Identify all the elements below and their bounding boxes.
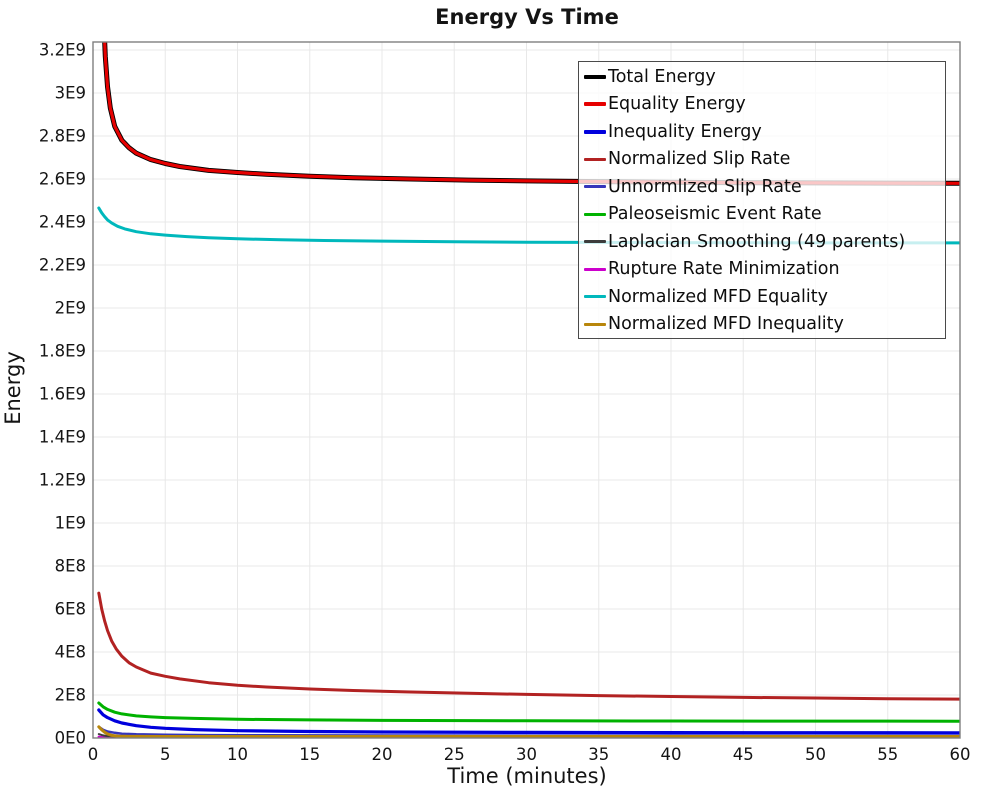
- legend-item-label: Total Energy: [608, 66, 716, 87]
- legend-swatch: [584, 185, 606, 189]
- legend-item-normalized-mfd-equality: Normalized MFD Equality: [584, 283, 945, 311]
- legend-swatch: [584, 322, 606, 326]
- legend-swatch: [584, 74, 606, 79]
- chart-title: Energy Vs Time: [435, 5, 619, 29]
- x-tick-label: 15: [299, 745, 320, 764]
- x-tick-label: 20: [372, 745, 393, 764]
- legend-swatch: [584, 212, 606, 216]
- y-tick-label: 1.6E9: [39, 385, 86, 404]
- series-line-paleoseismic-event-rate: [97, 701, 960, 723]
- legend-swatch: [584, 267, 606, 271]
- legend-item-label: Normalized Slip Rate: [608, 149, 791, 170]
- y-tick-label: 1E9: [55, 514, 86, 533]
- legend-item-unnormlized-slip-rate: Unnormlized Slip Rate: [584, 173, 945, 201]
- y-tick-label: 6E8: [55, 600, 86, 619]
- y-tick-label: 2E9: [55, 299, 86, 318]
- plot-border: [92, 41, 961, 739]
- x-tick-label: 55: [877, 745, 898, 764]
- y-tick-label: 1.8E9: [39, 342, 86, 361]
- legend-swatch: [584, 295, 606, 299]
- x-tick-label: 45: [733, 745, 754, 764]
- series-line-normalized-mfd-inequality: [97, 725, 960, 738]
- legend-item-label: Laplacian Smoothing (49 parents): [608, 231, 906, 252]
- legend-item-normalized-mfd-inequality: Normalized MFD Inequality: [584, 311, 945, 339]
- legend-swatch: [584, 240, 606, 244]
- x-axis-title: Time (minutes): [446, 764, 606, 788]
- y-tick-label: 3.2E9: [39, 41, 86, 60]
- y-tick-label: 2.6E9: [39, 170, 86, 189]
- y-tick-label: 8E8: [55, 557, 86, 576]
- legend-item-label: Equality Energy: [608, 94, 746, 115]
- legend-swatch: [584, 102, 606, 107]
- legend-item-label: Rupture Rate Minimization: [608, 259, 840, 280]
- x-tick-label: 50: [805, 745, 826, 764]
- x-tick-label: 5: [160, 745, 171, 764]
- legend-item-rupture-rate-minimization: Rupture Rate Minimization: [584, 256, 945, 284]
- legend-item-normalized-slip-rate: Normalized Slip Rate: [584, 146, 945, 174]
- series-line-normalized-slip-rate: [97, 591, 960, 701]
- legend-item-total-energy: Total Energy: [584, 63, 945, 91]
- legend-item-label: Unnormlized Slip Rate: [608, 176, 802, 197]
- x-tick-label: 0: [88, 745, 99, 764]
- legend-item-paleoseismic-event-rate: Paleoseismic Event Rate: [584, 201, 945, 229]
- y-tick-label: 2.4E9: [39, 213, 86, 232]
- series-line-normalized-mfd-equality: [97, 206, 960, 245]
- x-tick-label: 40: [661, 745, 682, 764]
- legend-item-label: Normalized MFD Equality: [608, 286, 828, 307]
- x-tick-label: 35: [588, 745, 609, 764]
- x-tick-label: 10: [227, 745, 248, 764]
- y-tick-label: 1.4E9: [39, 428, 86, 447]
- y-tick-label: 3E9: [55, 84, 86, 103]
- legend-item-inequality-energy: Inequality Energy: [584, 118, 945, 146]
- x-tick-label: 25: [444, 745, 465, 764]
- y-tick-label: 2.8E9: [39, 127, 86, 146]
- legend: Total Energy Equality Energy Inequality En…: [578, 61, 946, 339]
- y-tick-label: 0E0: [55, 729, 86, 748]
- y-axis-title: Energy: [1, 351, 25, 425]
- legend-item-label: Inequality Energy: [608, 121, 762, 142]
- x-tick-label: 60: [950, 745, 971, 764]
- series-line-inequality-energy: [97, 708, 960, 735]
- legend-swatch: [584, 129, 606, 134]
- legend-item-label: Paleoseismic Event Rate: [608, 204, 822, 225]
- y-tick-label: 2E8: [55, 686, 86, 705]
- y-tick-label: 1.2E9: [39, 471, 86, 490]
- y-tick-label: 2.2E9: [39, 256, 86, 275]
- legend-item-label: Normalized MFD Inequality: [608, 314, 844, 335]
- x-tick-label: 30: [516, 745, 537, 764]
- y-tick-label: 4E8: [55, 643, 86, 662]
- legend-swatch: [584, 157, 606, 161]
- legend-item-laplacian-smoothing-49-parents: Laplacian Smoothing (49 parents): [584, 228, 945, 256]
- legend-item-equality-energy: Equality Energy: [584, 91, 945, 119]
